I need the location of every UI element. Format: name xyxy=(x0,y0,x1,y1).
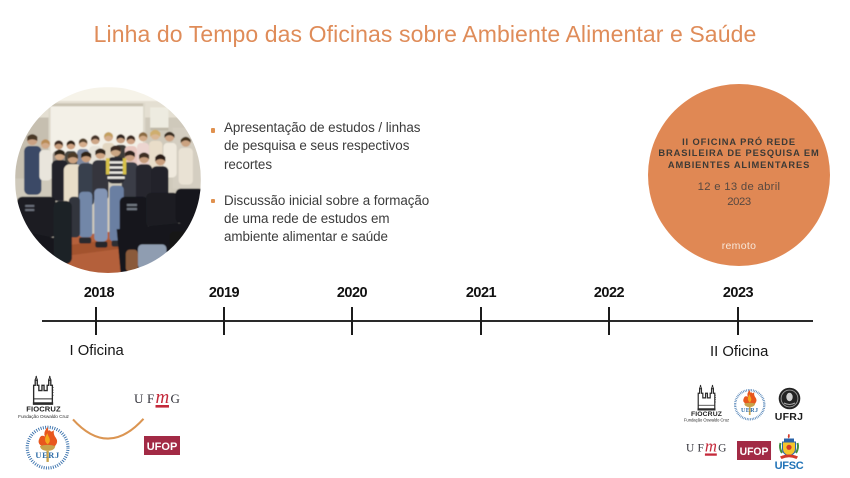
svg-text:Fundação Oswaldo Cruz: Fundação Oswaldo Cruz xyxy=(684,417,729,422)
svg-text:Fundação Oswaldo Cruz: Fundação Oswaldo Cruz xyxy=(18,414,69,420)
svg-text:FIOCRUZ: FIOCRUZ xyxy=(691,411,722,418)
svg-text:FIOCRUZ: FIOCRUZ xyxy=(26,405,61,414)
svg-text:UFSC: UFSC xyxy=(775,460,804,472)
svg-text:UFRJ: UFRJ xyxy=(775,411,804,423)
